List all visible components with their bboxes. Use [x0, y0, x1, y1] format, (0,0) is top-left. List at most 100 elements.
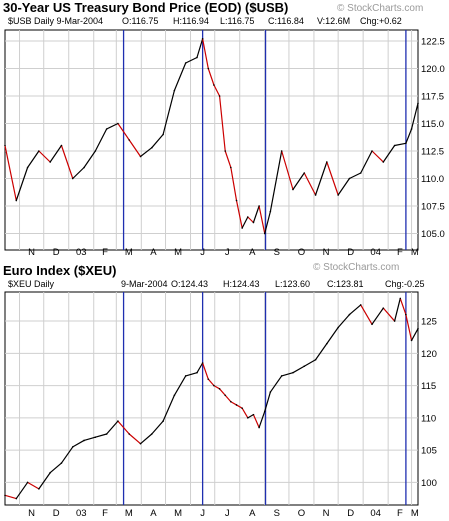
usb-price-segment	[26, 150, 40, 169]
usb-price-segment	[269, 150, 283, 213]
xeu-price-segment	[4, 494, 17, 500]
usb-y-tick-label: 110.0	[421, 174, 444, 185]
usb-data-point	[246, 216, 249, 218]
usb-price-segment	[196, 38, 204, 59]
usb-price-segment	[303, 172, 317, 196]
usb-data-point	[38, 150, 40, 152]
xeu-price-segment	[49, 462, 63, 474]
xeu-data-point	[252, 413, 255, 416]
xeu-x-tick-label: A	[249, 508, 256, 519]
usb-data-point	[49, 161, 51, 163]
xeu-price-segment	[94, 433, 108, 438]
usb-y-tick-label: 117.5	[421, 92, 444, 103]
xeu-x-tick-label: O	[298, 508, 305, 519]
xeu-y-tick-label: 110	[421, 413, 436, 424]
top-chart-title: 30-Year US Treasury Bond Price (EOD) ($U…	[3, 0, 288, 15]
usb-y-tick-label: 107.5	[421, 202, 445, 213]
xeu-price-segment	[72, 439, 85, 448]
usb-price-segment	[185, 56, 198, 64]
xeu-data-point	[26, 481, 29, 484]
usb-x-tick-label: N	[28, 247, 35, 258]
usb-data-point	[26, 166, 29, 169]
usb-price-segment	[49, 144, 63, 163]
usb-price-segment	[337, 177, 351, 196]
usb-price-segment	[218, 95, 226, 152]
xeu-price-segment	[15, 481, 29, 500]
xeu-price-segment	[128, 433, 142, 445]
xeu-price-segment	[252, 414, 260, 429]
xeu-price-segment	[314, 343, 328, 361]
xeu-x-tick-label: D	[53, 508, 60, 519]
xeu-data-point	[326, 342, 328, 345]
usb-x-tick-label: M	[174, 247, 182, 258]
usb-data-point	[269, 210, 272, 213]
xeu-price-segment	[247, 414, 255, 419]
usb-data-point	[393, 144, 396, 147]
xeu-data-point	[15, 497, 18, 500]
xeu-data-point	[246, 417, 249, 419]
usb-y-tick-label: 105.0	[421, 229, 445, 240]
xeu-data-point	[105, 433, 108, 435]
usb-price-segment	[60, 144, 74, 180]
usb-data-point	[337, 194, 339, 196]
xeu-x-tick-label: 04	[370, 508, 381, 519]
usb-data-point	[230, 166, 232, 169]
usb-price-segment	[106, 122, 119, 130]
usb-data-point	[241, 227, 243, 229]
usb-y-tick-label: 122.5	[421, 37, 445, 48]
xeu-data-point	[117, 420, 119, 422]
usb-price-segment	[314, 161, 328, 196]
xeu-price-segment	[405, 313, 413, 342]
xeu-data-point	[151, 433, 153, 435]
usb-data-point	[292, 188, 294, 191]
xeu-x-tick-label: S	[274, 508, 280, 519]
xeu-data-point	[196, 371, 198, 374]
xeu-price-segment	[60, 446, 74, 464]
usb-price-segment	[128, 139, 142, 158]
usb-x-tick-label: M	[125, 247, 133, 258]
usb-price-segment	[241, 216, 249, 229]
usb-data-point	[263, 232, 266, 235]
usb-x-tick-label: 03	[76, 247, 87, 258]
usb-data-point	[326, 161, 328, 163]
xeu-price-segment	[281, 372, 294, 377]
xeu-y-tick-label: 100	[421, 478, 437, 489]
xeu-y-tick-label: 115	[421, 381, 436, 392]
xeu-x-tick-label: F	[397, 508, 403, 519]
xeu-data-point	[94, 436, 97, 439]
bottom-info-low: L:123.60	[275, 279, 310, 289]
usb-price-segment	[139, 147, 153, 158]
usb-data-point	[417, 102, 419, 105]
usb-x-tick-label: 04	[370, 247, 381, 258]
xeu-x-tick-label: F	[102, 508, 108, 519]
usb-data-point	[303, 172, 306, 174]
xeu-price-segment	[269, 375, 283, 393]
xeu-x-tick-label: J	[225, 508, 230, 519]
xeu-price-segment	[38, 472, 51, 490]
xeu-x-tick-label: D	[347, 508, 354, 519]
top-info-symbol: $USB Daily 9-Mar-2004	[8, 16, 103, 26]
xeu-data-point	[235, 404, 238, 406]
usb-price-segment	[405, 128, 413, 144]
xeu-data-point	[263, 410, 266, 413]
xeu-price-segment	[224, 394, 232, 403]
xeu-data-point	[410, 339, 413, 342]
usb-x-tick-label: A	[249, 247, 256, 258]
usb-price-segment	[224, 150, 232, 169]
usb-price-segment	[258, 205, 266, 235]
top-watermark: © StockCharts.com	[337, 3, 423, 14]
bottom-info-change: Chg:-0.25	[385, 279, 425, 289]
xeu-price-segment	[326, 326, 339, 345]
usb-data-point	[201, 38, 204, 40]
xeu-price-segment	[264, 391, 271, 413]
usb-x-tick-label: O	[298, 247, 305, 258]
usb-data-point	[71, 177, 74, 180]
xeu-data-point	[371, 323, 373, 326]
top-info-close: C:116.84	[268, 16, 304, 26]
bottom-info-close: C:123.81	[327, 279, 364, 289]
usb-price-segment	[235, 199, 243, 229]
usb-x-tick-label: N	[323, 247, 330, 258]
usb-price-segment	[117, 122, 130, 141]
usb-data-point	[405, 142, 407, 145]
